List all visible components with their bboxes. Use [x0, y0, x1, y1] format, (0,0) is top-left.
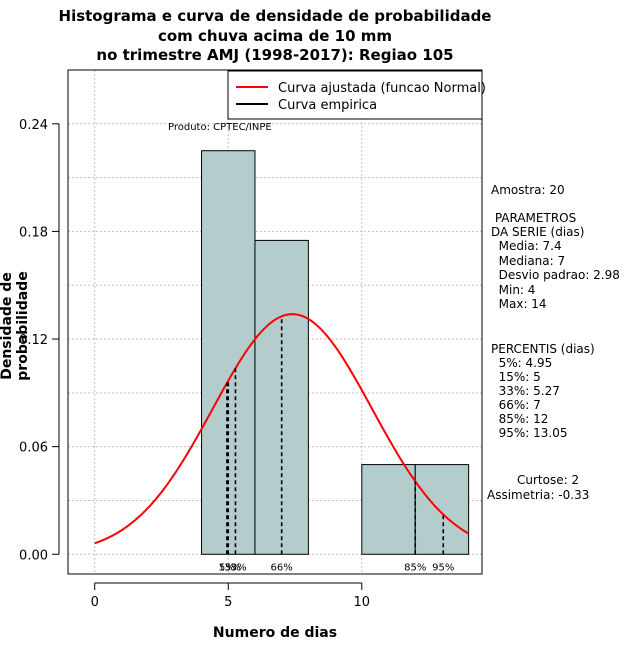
y-tick-label-4: 0.24	[19, 118, 48, 133]
stat-p85: 85%: 12	[491, 412, 549, 426]
y-tick-label-0: 0.00	[19, 548, 48, 563]
x-tick-label-2: 10	[354, 595, 371, 610]
stat-p66: 66%: 7	[491, 398, 541, 412]
percentile-label-2: 33%	[224, 562, 246, 573]
chart-title-line-1: Histograma e curva de densidade de proba…	[58, 7, 492, 25]
product-label: Produto: CPTEC/INPE	[168, 122, 272, 133]
y-axis-label: Densidade de probabilidade	[0, 271, 31, 381]
percentile-label-4: 85%	[404, 562, 426, 573]
histogram-bar-3	[414, 464, 470, 555]
stat-p33: 33%: 5.27	[491, 384, 560, 398]
stat-media: Media: 7.4	[491, 239, 562, 253]
stat-p15: 15%: 5	[491, 370, 541, 384]
percentile-label-0: 5%	[219, 562, 235, 573]
stat-p5: 5%: 4.95	[491, 356, 553, 370]
y-tick-label-1: 0.06	[19, 441, 48, 456]
stat-desvio: Desvio padrao: 2.98	[491, 268, 620, 282]
stat-p95: 95%: 13.05	[491, 426, 568, 440]
x-tick-label-0: 0	[91, 595, 99, 610]
percentile-label-5: 95%	[432, 562, 454, 573]
stat-assimetria: Assimetria: -0.33	[487, 488, 590, 502]
stat-min: Min: 4	[491, 283, 536, 297]
stat-mediana: Mediana: 7	[491, 254, 566, 268]
histogram-bar-0	[201, 150, 256, 555]
chart-title-line-3: no trimestre AMJ (1998-2017): Regiao 105	[96, 46, 454, 64]
stat-curtose: Curtose: 2	[517, 473, 580, 487]
y-tick-label-3: 0.18	[19, 225, 48, 240]
histogram-bar-2	[361, 464, 416, 555]
legend-box	[227, 70, 483, 120]
normal-fit-curve	[94, 313, 470, 545]
chart-title-line-2: com chuva acima de 10 mm	[157, 27, 393, 45]
y-tick-label-2: 0.12	[19, 333, 48, 348]
stat-percentis-title: PERCENTIS (dias)	[491, 342, 595, 356]
plot-frame	[67, 69, 483, 575]
stat-max: Max: 14	[491, 297, 547, 311]
legend-label-1: Curva empirica	[278, 98, 377, 113]
stat-param-title-2: DA SERIE (dias)	[491, 225, 585, 239]
stat-param-title-1: PARAMETROS	[491, 211, 577, 225]
x-axis-label: Numero de dias	[212, 625, 338, 641]
legend-label-0: Curva ajustada (funcao Normal)	[278, 81, 486, 96]
percentile-label-3: 66%	[271, 562, 293, 573]
stat-amostra: Amostra: 20	[491, 183, 565, 197]
percentile-label-1: 15%	[218, 562, 240, 573]
x-tick-label-1: 5	[224, 595, 232, 610]
